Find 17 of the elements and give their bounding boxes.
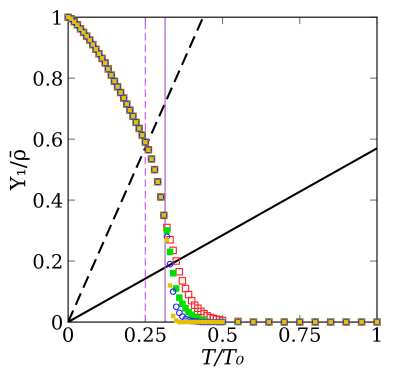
y-axis-title: Υ₁/ρ̄ — [10, 150, 30, 191]
x-tick-label: 0.25 — [124, 327, 166, 342]
point — [170, 270, 176, 277]
y-tick-label: 0.6 — [34, 132, 62, 147]
y-tick-label: 0.8 — [34, 71, 62, 86]
point — [164, 227, 170, 234]
x-tick-label: 0.5 — [208, 327, 237, 342]
y-tick-label: 0.4 — [34, 193, 62, 208]
y-tick-label: 0 — [52, 314, 62, 330]
x-tick-label: 0 — [63, 327, 74, 342]
x-tick-label: 1 — [373, 327, 380, 342]
x-tick-label: 0.75 — [279, 327, 320, 342]
x-axis-title: T/T₀ — [202, 349, 244, 366]
y-tick-label: 1 — [53, 10, 60, 25]
point — [176, 294, 183, 301]
y-tick-label: 0.2 — [34, 254, 62, 269]
point — [166, 248, 174, 256]
